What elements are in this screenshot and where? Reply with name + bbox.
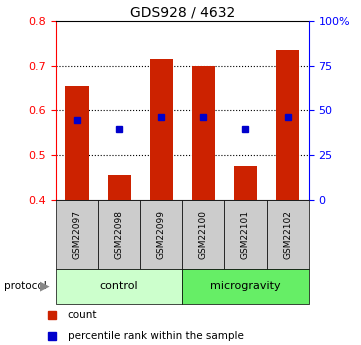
Bar (182, 200, 225, 269)
Text: GSM22098: GSM22098 (115, 210, 123, 259)
Bar (56, 269, 182, 304)
Bar (108, 175, 131, 200)
Bar (234, 166, 257, 200)
Text: percentile rank within the sample: percentile rank within the sample (68, 331, 243, 341)
Bar (150, 59, 173, 200)
Text: microgravity: microgravity (210, 282, 281, 291)
Text: ▶: ▶ (40, 280, 50, 293)
Bar (98, 200, 140, 269)
Bar (140, 200, 182, 269)
Bar (182, 269, 309, 304)
Text: protocol: protocol (4, 282, 46, 291)
Text: GSM22099: GSM22099 (157, 210, 166, 259)
Text: control: control (100, 282, 138, 291)
Text: count: count (68, 310, 97, 320)
Bar (56, 200, 98, 269)
Text: GSM22097: GSM22097 (73, 210, 82, 259)
Text: GSM22100: GSM22100 (199, 210, 208, 259)
Text: GSM22101: GSM22101 (241, 210, 250, 259)
Bar (276, 50, 299, 200)
Bar (192, 66, 215, 200)
Title: GDS928 / 4632: GDS928 / 4632 (130, 6, 235, 20)
Bar (266, 200, 309, 269)
Bar (65, 86, 88, 200)
Bar (225, 200, 266, 269)
Text: GSM22102: GSM22102 (283, 210, 292, 259)
